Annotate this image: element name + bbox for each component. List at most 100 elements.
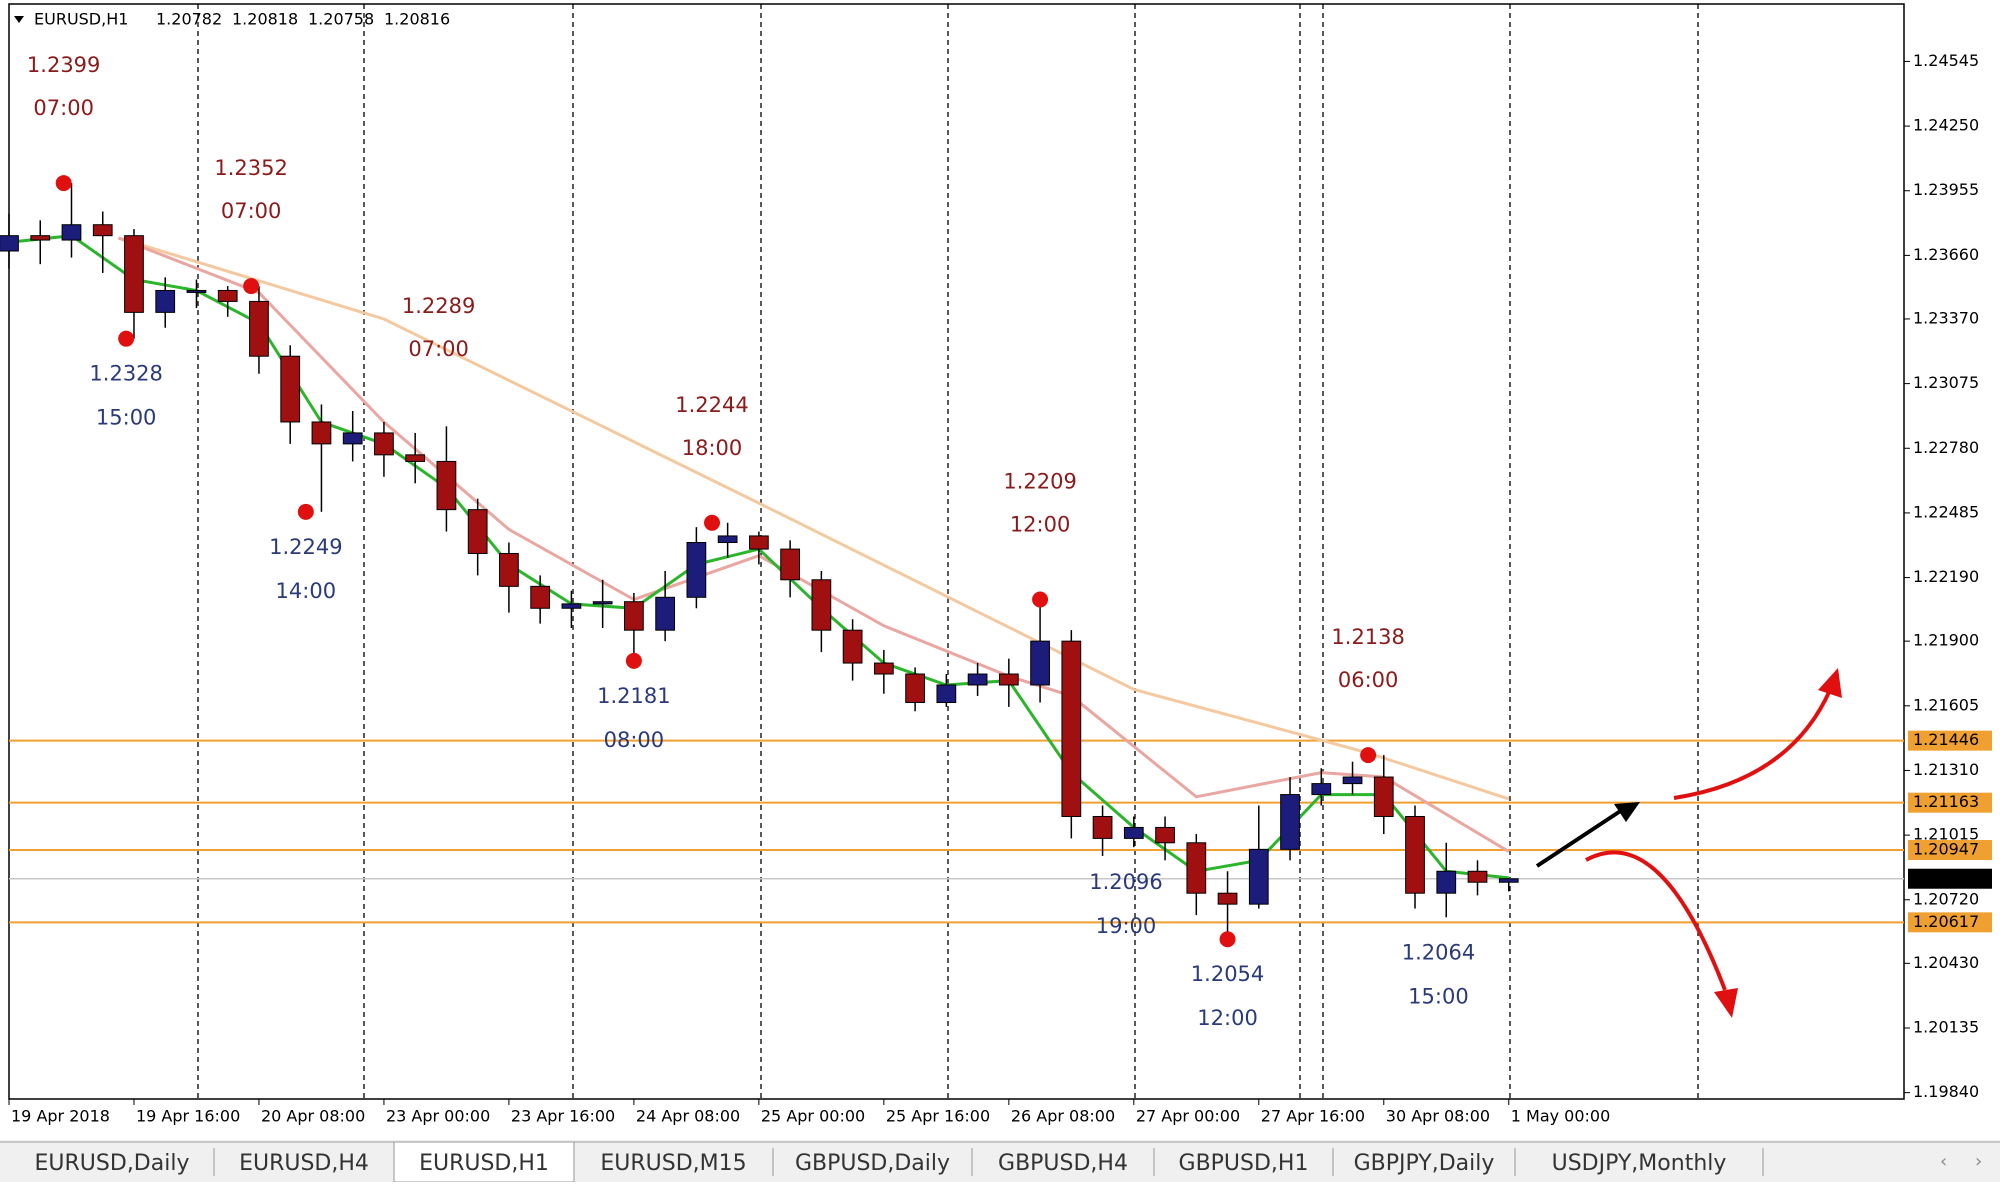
candle-body	[1280, 794, 1300, 850]
candle-body	[280, 355, 301, 423]
y-tick-label: 1.24545	[1913, 51, 1979, 70]
pivot-marker	[1360, 747, 1377, 764]
x-tick-label: 27 Apr 16:00	[1261, 1107, 1365, 1126]
pivot-price: 1.2249	[269, 535, 342, 559]
tab[interactable]: GBPJPY,Daily	[1354, 1151, 1495, 1176]
candle-body	[249, 300, 269, 357]
pivot-time: 18:00	[682, 436, 743, 460]
arrow-red-down	[1585, 850, 1727, 991]
candle-body	[311, 421, 332, 445]
arrow-red-up	[1673, 689, 1832, 800]
candle-body	[1155, 826, 1175, 844]
pivot-time: 06:00	[1338, 668, 1399, 692]
tab[interactable]: GBPUSD,H1	[1179, 1151, 1309, 1176]
candle-body	[842, 629, 863, 664]
candle-body	[936, 684, 957, 704]
tab[interactable]: EURUSD,H1	[419, 1151, 549, 1176]
pivot-price: 1.2064	[1402, 940, 1475, 964]
pivot-price: 1.2289	[402, 294, 475, 318]
pivot-marker	[704, 514, 721, 531]
tab-scroll-left[interactable]: ‹	[1940, 1151, 1947, 1172]
tab-scroll-right[interactable]: ›	[1975, 1151, 1982, 1172]
candle-body	[561, 603, 582, 609]
candle-body	[686, 542, 707, 598]
candle-body	[655, 596, 676, 631]
pivot-marker	[297, 503, 314, 520]
pivot-time: 15:00	[1408, 984, 1469, 1008]
header-close: 1.20816	[384, 10, 450, 29]
tab[interactable]: EURUSD,Daily	[35, 1151, 190, 1176]
y-tick-label: 1.22190	[1913, 567, 1979, 586]
candle-body	[780, 548, 800, 581]
y-tick-label: 1.23370	[1913, 308, 1979, 327]
header-arrow	[14, 16, 24, 23]
moving-average	[117, 236, 1510, 801]
x-tick-label: 23 Apr 00:00	[386, 1107, 490, 1126]
x-tick-label: 30 Apr 08:00	[1386, 1107, 1490, 1126]
candle-body	[717, 535, 738, 544]
tab[interactable]: GBPUSD,H4	[998, 1151, 1128, 1176]
candle-body	[405, 454, 426, 462]
y-tick-label: 1.19840	[1913, 1082, 1979, 1101]
pivot-time: 19:00	[1096, 914, 1157, 938]
candle-body	[624, 601, 644, 631]
pivot-time: 15:00	[96, 406, 157, 430]
header-symbol: EURUSD,H1	[34, 10, 128, 29]
candle-body	[467, 509, 488, 554]
candle-body	[124, 235, 144, 313]
pivot-time: 07:00	[408, 337, 469, 361]
header-open: 1.20782	[156, 10, 222, 29]
candle-body	[1498, 878, 1519, 883]
pivot-time: 12:00	[1010, 512, 1071, 536]
candle-body	[592, 601, 613, 605]
candle-body	[998, 673, 1019, 686]
level-label-bg	[1908, 840, 1992, 861]
y-tick-label: 1.23955	[1913, 180, 1979, 199]
pivot-price: 1.2138	[1331, 625, 1404, 649]
tab[interactable]: GBPUSD,Daily	[795, 1151, 950, 1176]
y-tick-label: 1.21310	[1913, 760, 1979, 779]
tab-active-bg	[393, 1141, 575, 1183]
pivot-price: 1.2328	[89, 362, 162, 386]
y-tick-label: 1.22485	[1913, 502, 1979, 521]
y-tick-label: 1.20135	[1913, 1017, 1979, 1036]
x-tick-label: 19 Apr 16:00	[136, 1107, 240, 1126]
candle-body	[186, 289, 207, 293]
level-label-bg	[1908, 730, 1992, 751]
candle-body	[217, 289, 238, 302]
candle-body	[905, 673, 925, 704]
candle-body	[749, 535, 769, 550]
candle-body	[1217, 892, 1238, 905]
header-low: 1.20758	[308, 10, 374, 29]
pivot-time: 08:00	[604, 728, 665, 752]
candle-body	[92, 224, 113, 237]
candle-body	[1467, 870, 1488, 883]
tab[interactable]: EURUSD,H4	[239, 1151, 369, 1176]
tabs: EURUSD,Daily EURUSD,H4 EURUSD,H1 EURUSD,M15…	[35, 1141, 1764, 1183]
x-tick-label: 25 Apr 00:00	[761, 1107, 865, 1126]
candle-body	[1092, 815, 1113, 839]
pivot-price: 1.2244	[675, 393, 748, 417]
pivot-marker	[118, 330, 135, 347]
x-tick-label: 27 Apr 00:00	[1136, 1107, 1240, 1126]
x-tick-label: 24 Apr 08:00	[636, 1107, 740, 1126]
arrow-black	[1535, 806, 1627, 868]
y-tick-label: 1.21900	[1913, 631, 1979, 650]
current-price-bg	[1908, 868, 1992, 889]
tab[interactable]: USDJPY,Monthly	[1552, 1151, 1727, 1176]
pivot-marker	[243, 278, 260, 295]
candle-body	[1248, 848, 1269, 905]
candle-body	[1123, 826, 1144, 839]
x-tick-label: 1 May 00:00	[1511, 1107, 1611, 1126]
candle-body	[1436, 870, 1457, 894]
tab[interactable]: EURUSD,M15	[600, 1151, 746, 1176]
level-label: 1.20617	[1913, 912, 1979, 931]
candle-body	[1342, 776, 1363, 785]
pivot-marker	[1219, 931, 1236, 948]
candle-body	[155, 289, 176, 313]
candle-body	[0, 235, 19, 252]
y-tick-label: 1.22780	[1913, 438, 1979, 457]
